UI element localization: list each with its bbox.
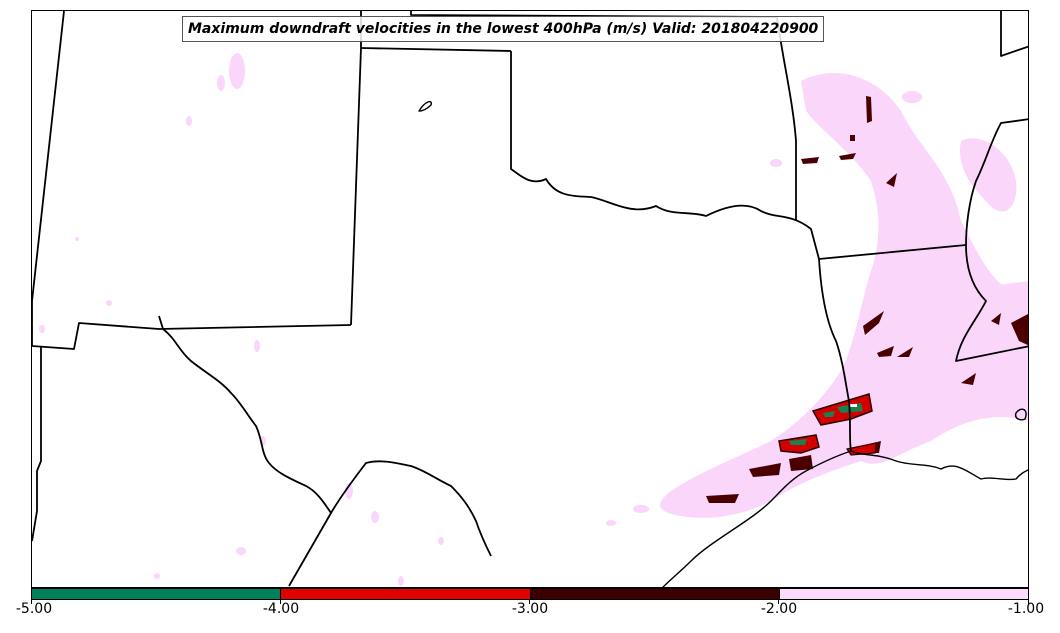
colorbar-tick [778,600,779,604]
colorbar-bin-3 [530,589,780,599]
colorbar-bin-4 [779,589,1028,599]
colorbar [31,588,1029,600]
colorbar-label-3: -3.00 [511,601,549,617]
colorbar-tick [529,600,530,604]
colorbar-bin-2 [281,589,531,599]
colorbar-tick [1028,600,1029,604]
gulf-coastline [418,100,1028,587]
colorbar-tick [280,600,281,604]
colorbar-bin-1 [32,589,282,599]
light-downdraft-field-east [606,73,1028,526]
colorbar-label-5: -1.00 [1007,601,1045,617]
colorbar-tick [31,600,32,604]
light-downdraft-speckles-west [39,53,444,586]
map-title: Maximum downdraft velocities in the lowe… [182,16,825,42]
colorbar-label-2: -4.00 [262,601,300,617]
map-canvas [32,11,1028,587]
map-panel [31,10,1029,588]
colorbar-label-1: -5.00 [15,601,53,617]
colorbar-label-4: -2.00 [760,601,798,617]
